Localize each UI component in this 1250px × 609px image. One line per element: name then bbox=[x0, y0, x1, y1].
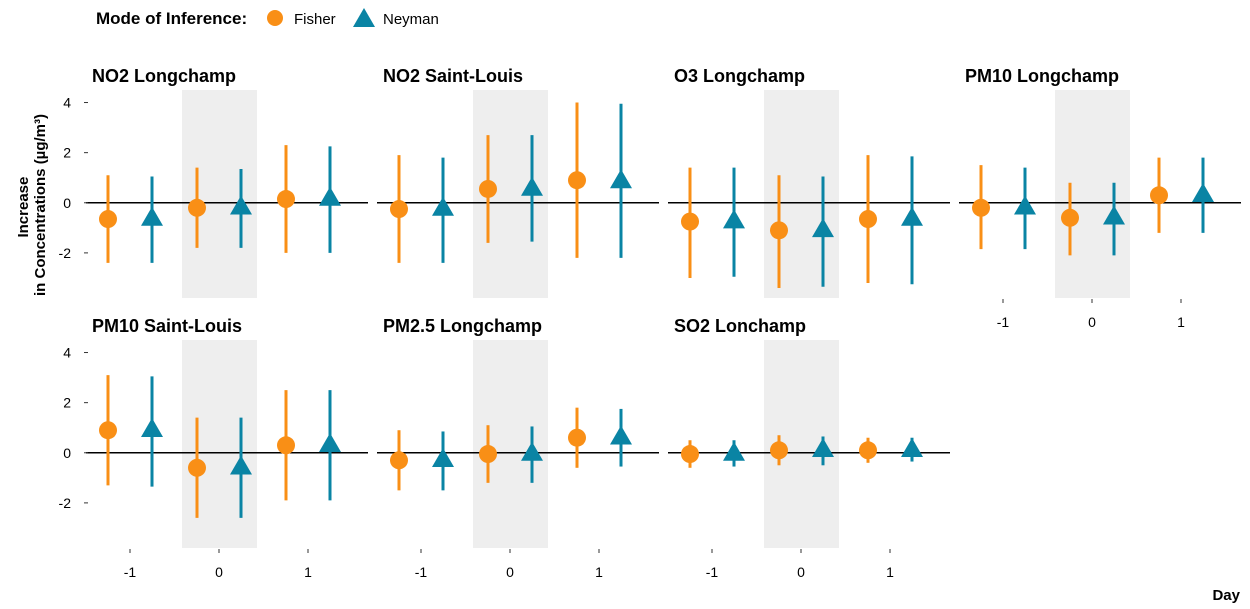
neyman-point bbox=[1014, 195, 1036, 215]
neyman-point bbox=[319, 433, 341, 452]
neyman-point bbox=[1103, 205, 1125, 225]
panel: NO2 Longchamp 4 2 0 -2 bbox=[59, 66, 368, 298]
fisher-point bbox=[681, 445, 699, 464]
x-tick-label: -1 bbox=[415, 564, 428, 580]
fisher-point bbox=[1150, 186, 1168, 205]
fisher-point bbox=[390, 451, 408, 470]
neyman-point bbox=[230, 195, 252, 215]
panel-title: PM10 Saint-Louis bbox=[92, 316, 242, 336]
panel: SO2 Lonchamp -1 0 1 bbox=[668, 316, 950, 580]
panel: O3 Longchamp bbox=[668, 66, 950, 298]
neyman-point bbox=[319, 186, 341, 206]
legend-title: Mode of Inference: bbox=[96, 9, 247, 28]
x-tick-label: 0 bbox=[215, 564, 223, 580]
fisher-point bbox=[770, 441, 788, 460]
neyman-point bbox=[723, 209, 745, 229]
y-tick-label: 0 bbox=[63, 445, 71, 461]
fisher-point bbox=[99, 421, 117, 440]
y-tick-label: -2 bbox=[59, 245, 72, 261]
fisher-point bbox=[859, 210, 877, 229]
neyman-point bbox=[901, 438, 923, 458]
panel: PM10 Saint-Louis 4 2 0 -2 -1 0 1 bbox=[59, 316, 368, 580]
x-tick-label: 0 bbox=[1088, 314, 1096, 330]
panel-title: NO2 Longchamp bbox=[92, 66, 236, 86]
fisher-point bbox=[479, 445, 497, 464]
x-tick-label: 1 bbox=[886, 564, 894, 580]
legend-fisher-marker bbox=[267, 10, 283, 26]
shaded-band bbox=[182, 90, 257, 298]
neyman-point bbox=[610, 425, 632, 445]
panel-title: PM2.5 Longchamp bbox=[383, 316, 542, 336]
x-tick-label: 1 bbox=[304, 564, 312, 580]
y-axis-label: Increase in Concentrations (µg/m³) bbox=[15, 114, 49, 296]
panel: NO2 Saint-Louis bbox=[377, 66, 659, 298]
fisher-point bbox=[859, 441, 877, 460]
neyman-point bbox=[432, 448, 454, 468]
neyman-point bbox=[901, 206, 923, 226]
y-axis-label-line-1: Increase bbox=[15, 177, 32, 238]
fisher-point bbox=[188, 198, 206, 217]
shaded-band bbox=[473, 340, 548, 548]
shaded-band bbox=[1055, 90, 1130, 298]
fisher-point bbox=[681, 212, 699, 231]
neyman-point bbox=[812, 218, 834, 238]
x-tick-label: 0 bbox=[506, 564, 514, 580]
x-tick-label: 1 bbox=[1177, 314, 1185, 330]
x-tick-label: -1 bbox=[997, 314, 1010, 330]
neyman-point bbox=[521, 176, 543, 196]
y-tick-label: 2 bbox=[63, 395, 71, 411]
legend-neyman-label: Neyman bbox=[383, 11, 439, 28]
fisher-point bbox=[568, 171, 586, 190]
y-tick-label: -2 bbox=[59, 495, 72, 511]
legend: Mode of Inference: Fisher Neyman bbox=[96, 8, 439, 28]
y-tick-label: 4 bbox=[63, 95, 71, 111]
x-tick-label: 0 bbox=[797, 564, 805, 580]
shaded-band bbox=[764, 90, 839, 298]
fisher-point bbox=[568, 428, 586, 447]
y-tick-label: 4 bbox=[63, 345, 71, 361]
y-tick-label: 0 bbox=[63, 195, 71, 211]
legend-neyman-marker bbox=[353, 8, 375, 27]
neyman-point bbox=[141, 206, 163, 226]
neyman-point bbox=[723, 441, 745, 461]
fisher-point bbox=[972, 198, 990, 217]
x-tick-label: -1 bbox=[124, 564, 137, 580]
fisher-point bbox=[277, 190, 295, 209]
panels: NO2 Longchamp 4 2 0 -2 NO2 Saint-Louis O3 Long… bbox=[59, 66, 1241, 580]
fisher-point bbox=[770, 221, 788, 240]
neyman-point bbox=[432, 196, 454, 216]
x-axis-label: Day bbox=[1212, 587, 1240, 604]
panel-title: PM10 Longchamp bbox=[965, 66, 1119, 86]
neyman-point bbox=[141, 417, 163, 437]
neyman-point bbox=[812, 438, 834, 458]
legend-fisher-label: Fisher bbox=[294, 11, 336, 28]
y-axis-label-line-2: in Concentrations (µg/m³) bbox=[32, 114, 49, 296]
panel-title: SO2 Lonchamp bbox=[674, 316, 806, 336]
fisher-point bbox=[188, 458, 206, 477]
neyman-point bbox=[230, 455, 252, 475]
neyman-point bbox=[521, 441, 543, 461]
panel-title: NO2 Saint-Louis bbox=[383, 66, 523, 86]
fisher-point bbox=[99, 210, 117, 229]
panel: PM2.5 Longchamp -1 0 1 bbox=[377, 316, 659, 580]
shaded-band bbox=[182, 340, 257, 548]
panel-title: O3 Longchamp bbox=[674, 66, 805, 86]
fisher-point bbox=[390, 200, 408, 219]
y-tick-label: 2 bbox=[63, 145, 71, 161]
neyman-point bbox=[1192, 183, 1214, 202]
fisher-point bbox=[277, 436, 295, 455]
x-tick-label: 1 bbox=[595, 564, 603, 580]
fisher-point bbox=[1061, 208, 1079, 227]
fisher-point bbox=[479, 179, 497, 198]
x-tick-label: -1 bbox=[706, 564, 719, 580]
panel: PM10 Longchamp -1 0 1 bbox=[959, 66, 1241, 330]
neyman-point bbox=[610, 169, 632, 189]
